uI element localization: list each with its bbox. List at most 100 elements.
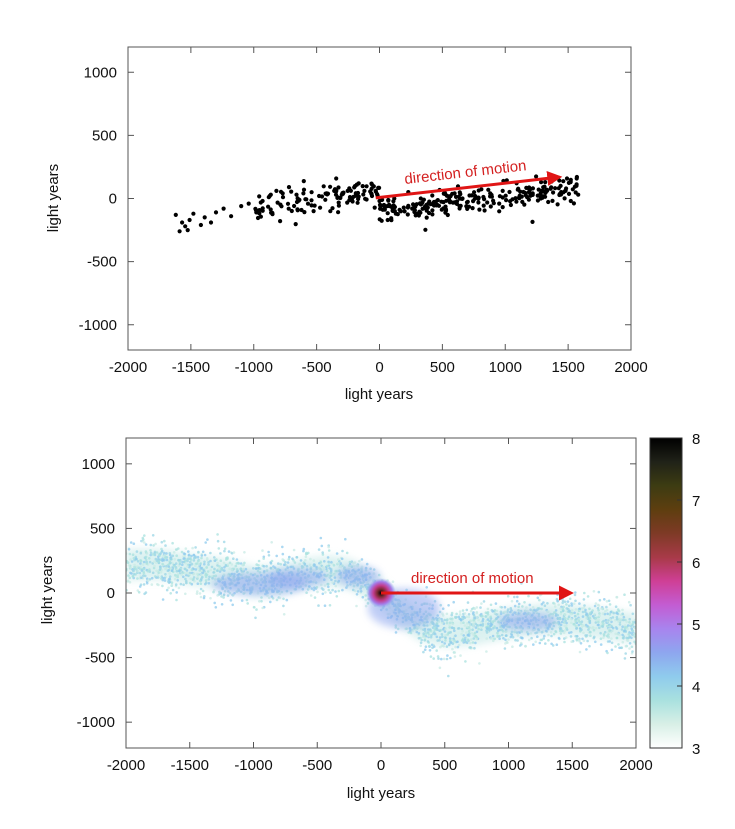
density-speck [569,635,573,638]
x-tick-labels: -2000 -1500 -1000 -500 0 500 1000 1500 2000 [107,757,653,774]
density-speck [171,588,175,592]
density-speck [559,610,563,614]
density-speck [215,569,219,572]
star-point [293,222,298,227]
density-speck [449,617,452,621]
density-speck [157,571,160,574]
density-speck [594,621,598,624]
density-speck [445,645,449,648]
density-speck [355,593,359,596]
density-speck [262,565,266,568]
density-speck [621,625,624,628]
star-point [355,200,360,205]
density-speck [617,643,620,646]
density-speck [293,561,297,564]
density-speck [345,586,348,589]
density-speck [446,654,449,657]
density-speck [448,623,451,627]
density-speck [213,567,216,571]
density-speck [430,643,434,647]
star-point [421,197,426,202]
density-speck [469,609,473,613]
density-speck [608,640,611,643]
star-point [312,203,317,208]
density-speck [212,590,215,594]
density-speck [197,563,201,566]
density-speck [435,618,439,622]
density-speck [152,544,155,547]
density-speck [473,631,477,635]
density-speck [588,619,591,622]
density-speck [134,567,137,571]
density-speck [628,617,631,621]
density-speck [186,571,189,575]
density-speck [310,587,314,590]
star-point [177,229,182,234]
density-speck [159,571,163,574]
star-point [526,197,532,202]
density-speck [491,610,495,613]
density-speck [477,618,480,622]
density-speck [462,641,466,644]
density-speck [621,612,624,616]
x-tick-label: 0 [377,757,385,774]
star-point [246,201,251,206]
density-speck [282,597,285,601]
density-speck [216,539,220,543]
tick-marks [127,47,632,350]
density-speck [563,640,566,644]
density-speck [466,638,470,641]
density-speck [146,570,150,573]
density-speck [260,596,263,599]
star-point [497,194,502,199]
density-speck [465,608,469,612]
density-speck [323,560,326,563]
density-speck [160,547,163,551]
star-point [523,193,528,198]
density-speck [570,640,573,643]
density-speck [509,610,512,614]
density-speck [461,637,465,641]
star-point [355,190,361,196]
star-point [564,176,570,181]
star-point [221,206,226,211]
density-speck [203,562,206,566]
star-point [348,188,353,193]
density-speck [143,541,146,544]
density-speck [500,633,504,637]
density-speck [570,604,574,607]
density-speck [500,606,504,609]
density-speck [474,641,477,645]
star-point [477,207,482,212]
density-speck [572,622,575,626]
density-speck [594,626,598,630]
density-speck [232,593,235,597]
density-speck [317,604,320,607]
density-speck [431,626,435,629]
density-speck [257,559,261,563]
density-speck [161,562,164,566]
density-speck [211,577,214,580]
density-speck [585,617,588,620]
density-speck [623,593,626,596]
density-speck [477,627,481,631]
density-speck [144,555,148,559]
density-speck [601,612,605,615]
star-point [364,184,369,189]
density-speck [316,590,319,594]
density-speck [126,580,130,583]
density-speck [630,645,634,649]
density-speck [440,617,443,621]
density-speck [586,595,590,598]
density-speck [542,637,545,640]
density-speck [196,559,200,563]
star-point [334,176,339,181]
star-point [472,190,477,195]
density-speck [300,566,304,570]
x-tick-label: 1500 [551,359,584,376]
density-speck [459,619,463,622]
density-speck [203,553,207,557]
density-speck [169,567,173,570]
density-speck [602,636,605,639]
density-speck [213,577,217,580]
